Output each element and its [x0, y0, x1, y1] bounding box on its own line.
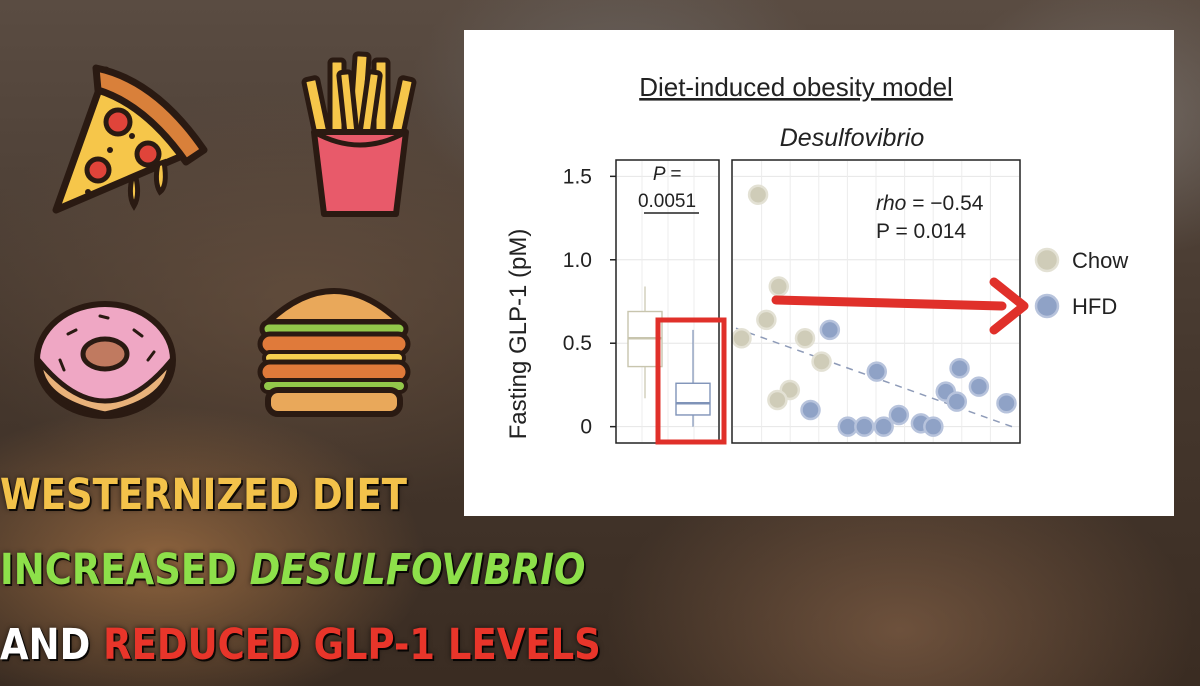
point-hfd	[968, 376, 990, 397]
caption-line-2-prefix: INCREASED	[0, 545, 250, 595]
legend-marker-chow	[1034, 247, 1060, 273]
donut-icon	[34, 301, 176, 419]
pizza-icon	[52, 64, 208, 214]
y-axis-label: Fasting GLP-1 (pM)	[505, 229, 532, 440]
point-chow	[768, 276, 790, 297]
caption-line-2-bacteria: DESULFOVIBRIO	[249, 545, 586, 595]
caption-line-3: AND REDUCED GLP-1 LEVELS	[0, 620, 601, 670]
box-p-label: P =	[653, 164, 681, 185]
chart-subtitle: Desulfovibrio	[780, 124, 925, 152]
point-hfd	[837, 416, 859, 437]
point-hfd	[888, 404, 910, 426]
scatter-points	[731, 184, 1017, 437]
point-chow	[811, 351, 832, 372]
highlight-box	[655, 317, 727, 445]
point-hfd	[946, 391, 968, 412]
rho-annotation: rho = −0.54	[876, 192, 984, 215]
red-arrow-icon	[771, 277, 1029, 335]
y-axis-ticks: 0 0.5 1.0 1.5	[563, 165, 616, 439]
point-hfd	[854, 416, 875, 437]
caption-line-2: INCREASED DESULFOVIBRIO	[0, 545, 585, 595]
chart-panel: Diet-induced obesity model Desulfovibrio…	[464, 30, 1174, 516]
chart-title: Diet-induced obesity model	[639, 72, 953, 102]
glp1-chart: Diet-induced obesity model Desulfovibrio…	[505, 72, 1128, 445]
point-chow	[756, 309, 777, 331]
box-p-value: 0.0051	[638, 191, 696, 212]
point-chow	[731, 327, 752, 349]
caption-line-3-prefix: AND	[0, 620, 104, 670]
y-tick-label: 1.5	[563, 165, 592, 188]
caption-line-3-highlight: REDUCED GLP-1 LEVELS	[103, 620, 601, 670]
point-chow	[747, 184, 769, 205]
y-tick-label: 0.5	[563, 332, 592, 355]
point-hfd	[949, 357, 970, 379]
chart-legend: Chow HFD	[1034, 247, 1128, 319]
point-hfd	[866, 361, 888, 382]
box-plots	[627, 286, 711, 427]
point-hfd	[873, 416, 894, 437]
box-hfd	[675, 329, 711, 427]
legend-marker-hfd	[1034, 293, 1060, 319]
point-hfd	[996, 393, 1017, 414]
point-chow	[767, 389, 788, 411]
point-hfd	[923, 416, 944, 437]
point-hfd	[819, 319, 841, 341]
box-body	[675, 382, 711, 416]
burger-icon	[257, 288, 411, 417]
y-tick-label: 1.0	[563, 249, 592, 272]
p-annotation: P = 0.014	[876, 220, 966, 243]
legend-label-chow: Chow	[1072, 248, 1128, 273]
point-hfd	[800, 399, 821, 421]
point-chow	[794, 327, 816, 349]
legend-label-hfd: HFD	[1072, 294, 1117, 319]
y-tick-label: 0	[580, 416, 592, 439]
caption-line-1: WESTERNIZED DIET	[0, 470, 407, 520]
fries-icon	[301, 51, 417, 217]
